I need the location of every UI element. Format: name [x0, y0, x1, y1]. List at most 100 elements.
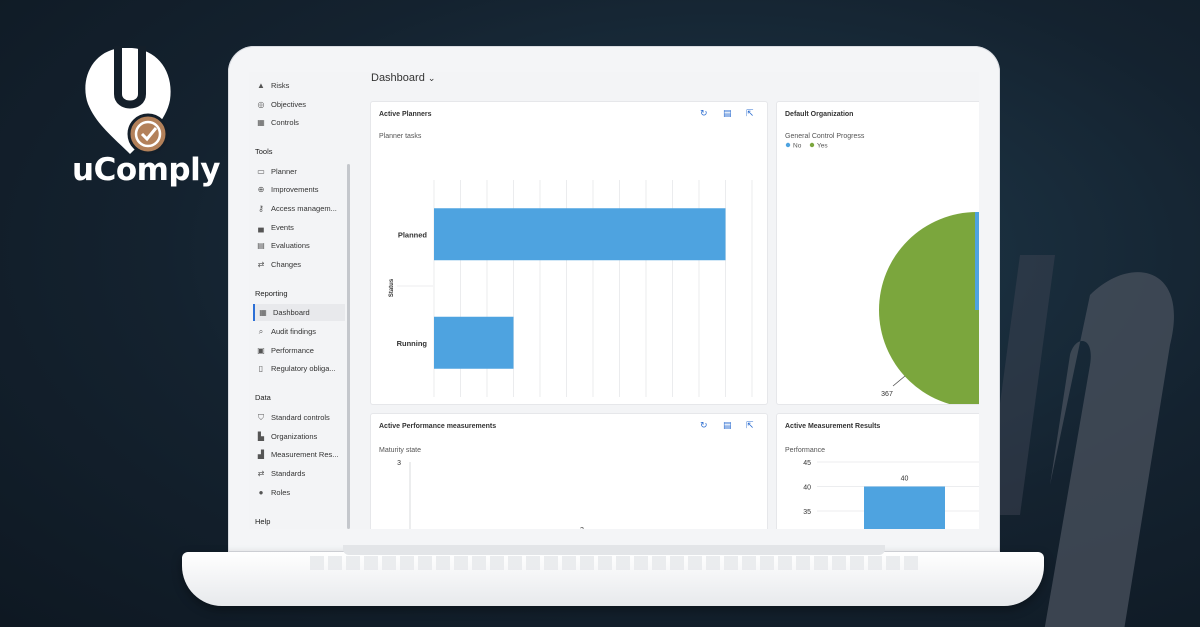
sidebar-item-organizations[interactable]: ▙ Organizations — [253, 428, 345, 445]
gauge-icon: ▣ — [257, 345, 265, 355]
sidebar-item-standard-controls[interactable]: ⛉ Standard controls — [253, 409, 345, 426]
calendar-icon: ▭ — [257, 166, 265, 176]
y-tick-label: 35 — [803, 509, 811, 516]
sidebar-item-controls[interactable]: ▦ Controls — [253, 114, 345, 131]
sidebar-heading-help: Help — [255, 517, 271, 526]
legend-marker-no — [785, 142, 791, 148]
sidebar-item-audit-findings[interactable]: ⌕ Audit findings — [253, 323, 345, 340]
sidebar-item-objectives[interactable]: ◎ Objectives — [253, 96, 345, 113]
grid-icon: ▦ — [257, 117, 265, 127]
legend-label[interactable]: No — [793, 143, 802, 150]
sidebar-item-events[interactable]: ▄ Events — [253, 219, 345, 236]
sidebar-item-label: Dashboard — [273, 308, 310, 317]
sidebar-item-changes[interactable]: ⇄ Changes — [253, 256, 345, 273]
sidebar-item-label: Roles — [271, 488, 291, 497]
target-icon: ◎ — [257, 99, 265, 109]
pie-slice-no[interactable] — [975, 212, 979, 310]
arrows-icon: ⇄ — [257, 259, 265, 269]
sidebar-item-label: Risks — [271, 81, 290, 90]
y-category-label: Running — [397, 339, 428, 348]
sidebar-item-risks[interactable]: ▲ Risks — [253, 77, 345, 94]
sidebar-item-label: Organizations — [271, 432, 318, 441]
export-icon[interactable]: ▤ — [723, 108, 732, 118]
card-title: Active Performance measurements — [379, 423, 497, 430]
planner-tasks-chart: 0123456789101112PlannedRunningCount:All … — [389, 180, 753, 397]
sidebar-item-improvements[interactable]: ⊕ Improvements — [253, 181, 345, 198]
laptop-notch — [343, 545, 885, 555]
sidebar-item-label: Planner — [271, 167, 297, 176]
card-subtitle: General Control Progress — [785, 133, 865, 140]
y-tick-label: 3 — [397, 460, 401, 467]
building-icon: ▙ — [257, 431, 265, 441]
brand-wordmark: uComply — [72, 152, 220, 188]
card-measurement-results: Active Measurement Results Performance 4… — [777, 414, 979, 529]
card-subtitle: Maturity state — [379, 447, 422, 454]
people-icon: ● — [258, 487, 264, 497]
sidebar-item-roles[interactable]: ● Roles — [253, 484, 345, 501]
sidebar-item-label: Changes — [271, 260, 302, 269]
sidebar-item-label: Evaluations — [271, 241, 310, 250]
performance-results-chart: 45 40 35 40 — [803, 460, 979, 530]
sidebar-item-dashboard[interactable]: ▦ Dashboard — [253, 304, 345, 321]
sidebar-heading-reporting: Reporting — [255, 289, 288, 298]
y-category-label: Planned — [398, 230, 428, 239]
card-subtitle: Planner tasks — [379, 133, 422, 140]
main-content: Dashboard ⌄ Active Planners ↻ ▤ ⇱ Planne… — [363, 72, 979, 529]
sidebar-item-standards[interactable]: ⇄ Standards — [253, 465, 345, 482]
bar-performance[interactable] — [864, 486, 945, 530]
sidebar-item-label: Objectives — [271, 100, 307, 109]
sidebar-item-label: Controls — [271, 118, 299, 127]
legend-label[interactable]: Yes — [817, 143, 828, 150]
chevron-down-icon[interactable]: ⌄ — [427, 73, 436, 83]
sidebar-item-measurement-results[interactable]: ▟ Measurement Res... — [253, 446, 345, 463]
sidebar-item-access-management[interactable]: ⚷ Access managem... — [253, 200, 345, 217]
sidebar-item-label: Measurement Res... — [271, 450, 339, 459]
card-performance-measurements: Active Performance measurements ↻ ▤ ⇱ Ma… — [371, 414, 767, 529]
refresh-icon[interactable]: ↻ — [700, 108, 708, 118]
sidebar: ▲ Risks ◎ Objectives ▦ Controls Tools ▭ … — [249, 72, 353, 529]
sidebar-item-label: Performance — [271, 346, 314, 355]
sidebar-item-regulatory-obligations[interactable]: ▯ Regulatory obliga... — [253, 360, 345, 377]
alarm-icon: ▄ — [258, 222, 264, 232]
chart-icon: ▟ — [257, 449, 265, 459]
sidebar-item-label: Improvements — [271, 185, 319, 194]
search-icon: ⌕ — [258, 326, 264, 336]
page-title-text: Dashboard — [371, 72, 425, 84]
page-title[interactable]: Dashboard ⌄ — [371, 72, 435, 84]
arrows-icon: ⇄ — [257, 468, 265, 478]
bar-running[interactable] — [434, 316, 514, 369]
y-axis-label: Status — [389, 278, 395, 297]
expand-icon[interactable]: ⇱ — [746, 420, 754, 430]
card-default-organization: Default Organization General Control Pro… — [777, 102, 979, 404]
card-title: Default Organization — [785, 111, 854, 118]
y-tick-label: 45 — [803, 460, 811, 467]
refresh-icon[interactable]: ↻ — [700, 420, 708, 430]
shield-icon: ⛉ — [258, 412, 264, 422]
ucomply-logo — [85, 46, 171, 155]
sidebar-item-label: Standards — [271, 469, 306, 478]
y-tick-label: 40 — [803, 485, 811, 492]
sidebar-item-evaluations[interactable]: ▤ Evaluations — [253, 237, 345, 254]
card-toolbar: ↻ ▤ ⇱ — [700, 109, 755, 118]
laptop-keyboard — [310, 556, 920, 570]
warning-icon: ▲ — [257, 80, 265, 90]
arrow-up-icon: ⊕ — [257, 184, 265, 194]
expand-icon[interactable]: ⇱ — [746, 108, 754, 118]
sidebar-item-planner[interactable]: ▭ Planner — [253, 163, 345, 180]
sidebar-item-label: Events — [271, 223, 294, 232]
card-title: Active Planners — [379, 111, 432, 118]
sidebar-heading-data: Data — [255, 393, 271, 402]
data-label: 40 — [901, 476, 909, 483]
dashboard-icon: ▦ — [259, 307, 267, 317]
export-icon[interactable]: ▤ — [723, 420, 732, 430]
card-subtitle: Performance — [785, 447, 826, 454]
sidebar-scrollbar[interactable] — [347, 164, 350, 529]
bar-planned[interactable] — [434, 208, 726, 261]
legend-marker-yes — [809, 142, 815, 148]
clipboard-icon: ▤ — [257, 240, 265, 250]
sidebar-item-performance[interactable]: ▣ Performance — [253, 342, 345, 359]
sidebar-item-label: Regulatory obliga... — [271, 364, 336, 373]
sidebar-item-label: Standard controls — [271, 413, 330, 422]
pie-slice-yes[interactable] — [879, 212, 979, 404]
key-icon: ⚷ — [258, 203, 264, 213]
